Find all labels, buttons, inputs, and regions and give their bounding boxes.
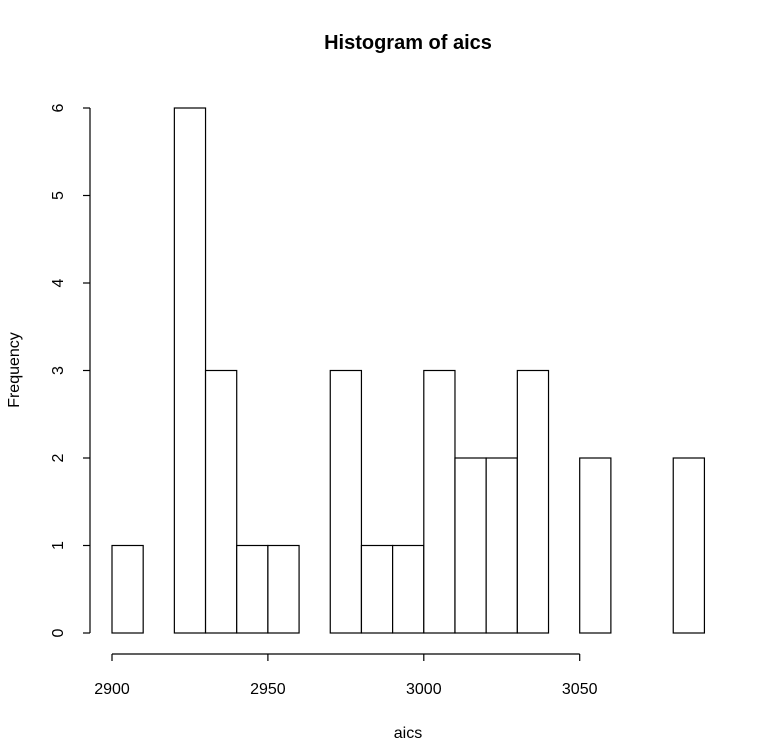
histogram-bar [423,369,456,634]
histogram-bar [516,369,550,634]
bars-group [111,107,706,634]
x-tick-label: 3050 [562,681,598,698]
histogram-bar [236,544,269,634]
chart-title: Histogram of aics [324,32,492,54]
y-tick-label: 2 [50,453,67,462]
x-axis-label: aics [394,725,422,742]
x-tick-label: 2900 [94,681,130,698]
histogram-bar [173,107,207,634]
y-tick-label: 3 [50,366,67,375]
y-tick-label: 6 [50,103,67,112]
y-tick-label: 1 [50,541,67,550]
histogram-bar [454,457,487,634]
histogram-bar [360,544,394,634]
x-tick-label: 3000 [406,681,442,698]
histogram-bar [392,544,425,634]
histogram-bar [485,457,518,634]
x-tick-label: 2950 [250,681,286,698]
histogram-bar [111,544,144,634]
x-axis: 2900 2950 3000 3050 [94,653,598,698]
histogram-bar [329,369,363,634]
histogram-bar [267,544,300,634]
histogram-bar [579,457,612,634]
y-axis-label: Frequency [6,332,23,408]
y-axis: 0 1 2 3 4 5 6 [50,103,91,637]
y-tick-label: 4 [50,278,67,287]
histogram-bar [672,457,706,634]
histogram-bar [204,369,238,634]
y-tick-label: 0 [50,628,67,637]
y-tick-label: 5 [50,191,67,200]
